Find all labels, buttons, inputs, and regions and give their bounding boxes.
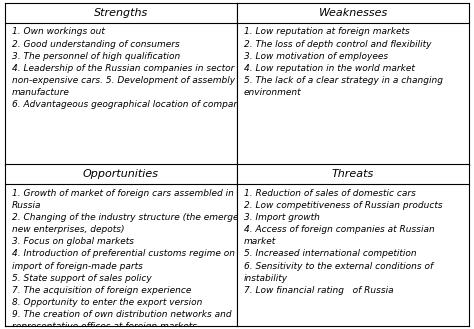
Text: 1. Reduction of sales of domestic cars
2. Low competitiveness of Russian product: 1. Reduction of sales of domestic cars 2… bbox=[244, 189, 443, 295]
Text: Opportunities: Opportunities bbox=[83, 169, 159, 179]
Text: Weaknesses: Weaknesses bbox=[319, 8, 388, 18]
Text: 1. Low reputation at foreign markets
2. The loss of depth control and flexibilit: 1. Low reputation at foreign markets 2. … bbox=[244, 28, 443, 97]
Text: Strengths: Strengths bbox=[94, 8, 148, 18]
Text: 1. Growth of market of foreign cars assembled in
Russia
2. Changing of the indus: 1. Growth of market of foreign cars asse… bbox=[12, 189, 266, 329]
Text: Threats: Threats bbox=[332, 169, 374, 179]
Text: 1. Own workings out
2. Good understanding of consumers
3. The personnel of high : 1. Own workings out 2. Good understandin… bbox=[12, 28, 252, 109]
